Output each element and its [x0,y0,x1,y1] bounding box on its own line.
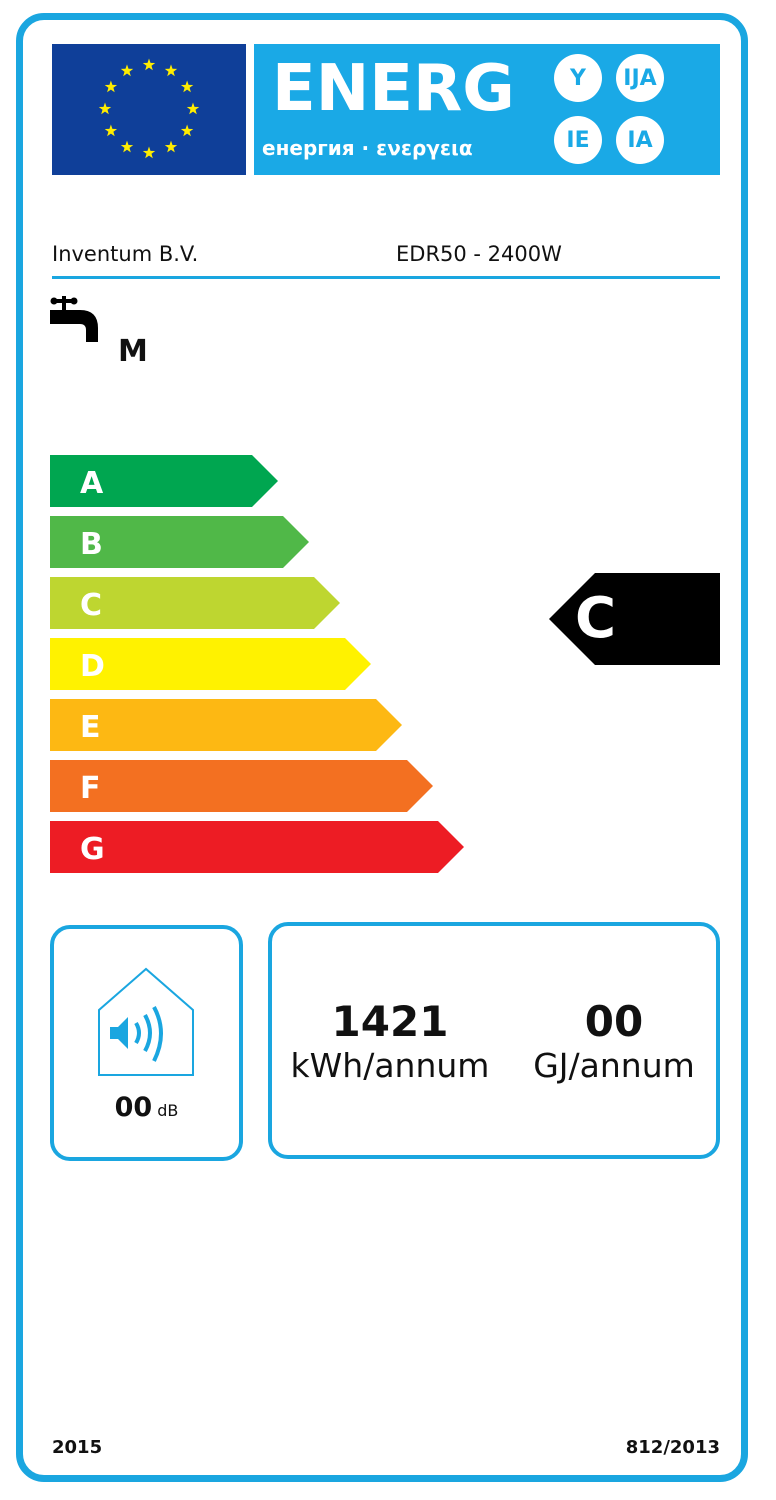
eu-flag-icon [52,44,246,175]
electricity-value: 1421 [331,997,449,1046]
scale-bar-a: A [50,455,278,507]
electricity-unit: kWh/annum [290,1046,490,1085]
eu-star-icon [98,102,112,115]
rating-arrow: C [549,573,720,665]
noise-unit: dB [157,1101,179,1120]
scale-bar-e: E [50,699,402,751]
energy-subtitle: енергия · ενεργεια [262,136,473,160]
energy-consumption-box: 1421 kWh/annum 00 GJ/annum [268,922,720,1159]
scale-bar-label: E [80,710,101,745]
scale-bar-b: B [50,516,309,568]
suffix-ija: IJA [616,54,664,102]
eu-star-icon [120,64,134,77]
suffix-ia: IA [616,116,664,164]
energy-header: ENERG енергия · ενεργεια Y IJA IE IA [254,44,720,175]
eu-star-icon [180,124,194,137]
scale-bar-label: A [80,466,104,501]
scale-bar-f: F [50,760,433,812]
eu-star-icon [104,80,118,93]
label-year: 2015 [52,1437,103,1458]
scale-bar-label: B [80,527,103,562]
noise-value: 00 [114,1092,153,1123]
suffix-ie: IE [554,116,602,164]
rating-label: C [575,586,616,651]
eu-star-icon [164,140,178,153]
scale-bar-label: G [80,832,105,867]
eu-star-icon [104,124,118,137]
divider [52,276,720,279]
label-frame [16,13,748,1482]
scale-bar-label: F [80,771,101,806]
scale-bar-label: C [80,588,102,623]
scale-bar-c: C [50,577,340,629]
eu-star-icon [186,102,200,115]
sound-house-icon [98,967,194,1076]
model-identifier: EDR50 - 2400W [396,242,562,266]
scale-bar-label: D [80,649,105,684]
eu-star-icon [180,80,194,93]
eu-star-icon [120,140,134,153]
noise-box: 00 dB [50,925,243,1161]
regulation-number: 812/2013 [625,1437,720,1458]
eu-star-icon [142,58,156,71]
supplier-name: Inventum B.V. [52,242,199,266]
fuel-unit: GJ/annum [533,1046,695,1085]
scale-bar-d: D [50,638,371,690]
energy-title: ENERG [272,52,515,126]
suffix-y: Y [554,54,602,102]
eu-star-icon [164,64,178,77]
fuel-value: 00 [584,997,644,1046]
eu-star-icon [142,146,156,159]
water-tap-icon [50,296,98,342]
load-profile-label: M [118,334,148,369]
scale-bar-g: G [50,821,464,873]
